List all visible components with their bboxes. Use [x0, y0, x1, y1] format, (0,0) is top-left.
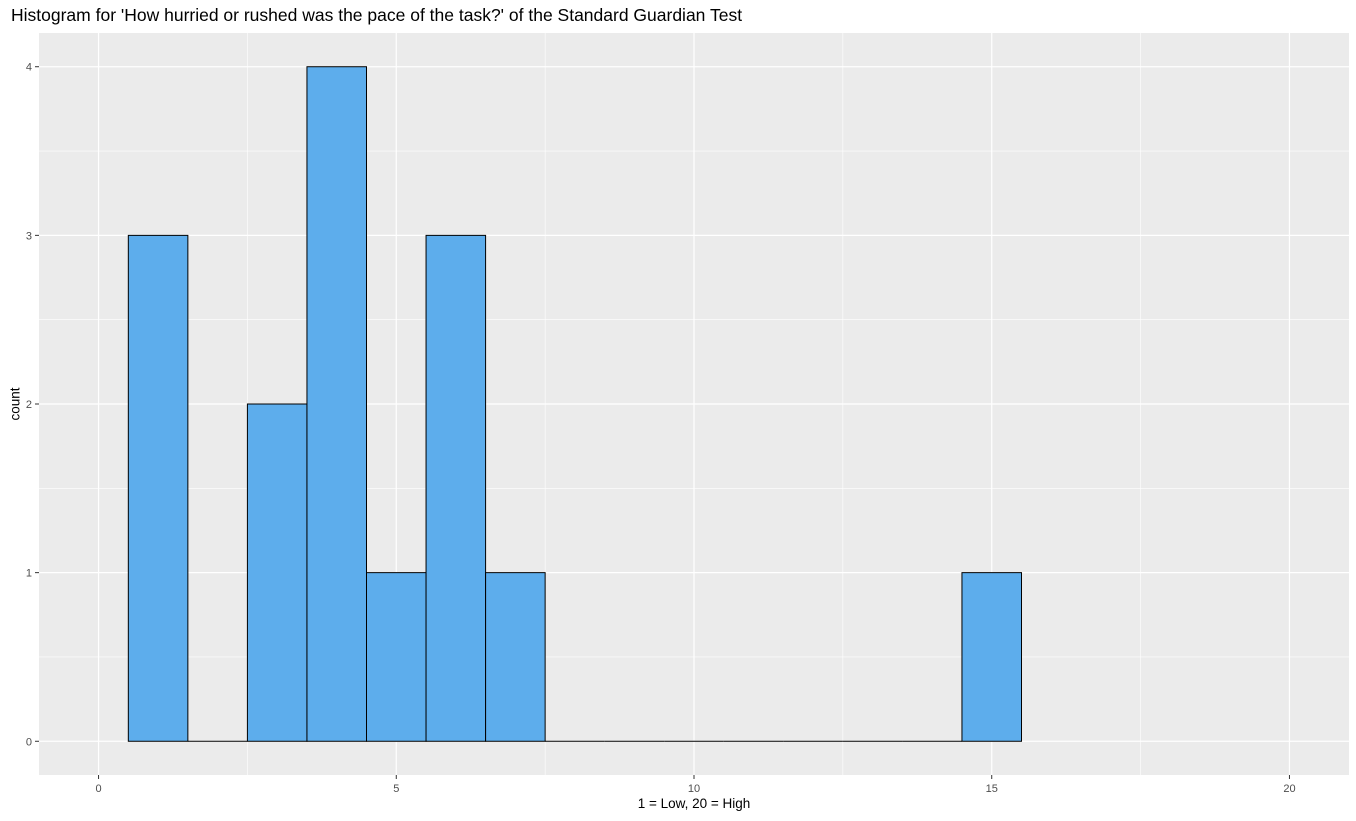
histogram-bars: [127, 66, 1022, 742]
y-tick-label: 0: [26, 736, 32, 748]
x-tick-label: 5: [393, 783, 399, 795]
histogram-bar: [246, 403, 308, 742]
x-axis: 0 5 10 15 20: [95, 775, 1296, 795]
histogram-bar: [425, 234, 487, 742]
histogram-bar: [127, 234, 189, 742]
x-tick-label: 10: [688, 783, 700, 795]
x-axis-label: 1 = Low, 20 = High: [637, 796, 751, 811]
y-tick-label: 4: [26, 62, 32, 74]
histogram-bar: [485, 572, 546, 742]
y-tick-label: 1: [26, 568, 32, 580]
histogram-bar: [961, 572, 1022, 742]
y-axis-label: count: [7, 387, 23, 421]
histogram-bar: [366, 572, 427, 742]
y-tick-label: 3: [26, 230, 32, 242]
histogram-bar: [306, 66, 368, 742]
chart-title: Histogram for 'How hurried or rushed was…: [11, 5, 743, 25]
x-tick-label: 0: [95, 783, 101, 795]
x-tick-label: 20: [1283, 783, 1295, 795]
y-tick-label: 2: [26, 399, 32, 411]
x-tick-label: 15: [986, 783, 998, 795]
y-axis: 0 1 2 3 4: [26, 62, 39, 748]
